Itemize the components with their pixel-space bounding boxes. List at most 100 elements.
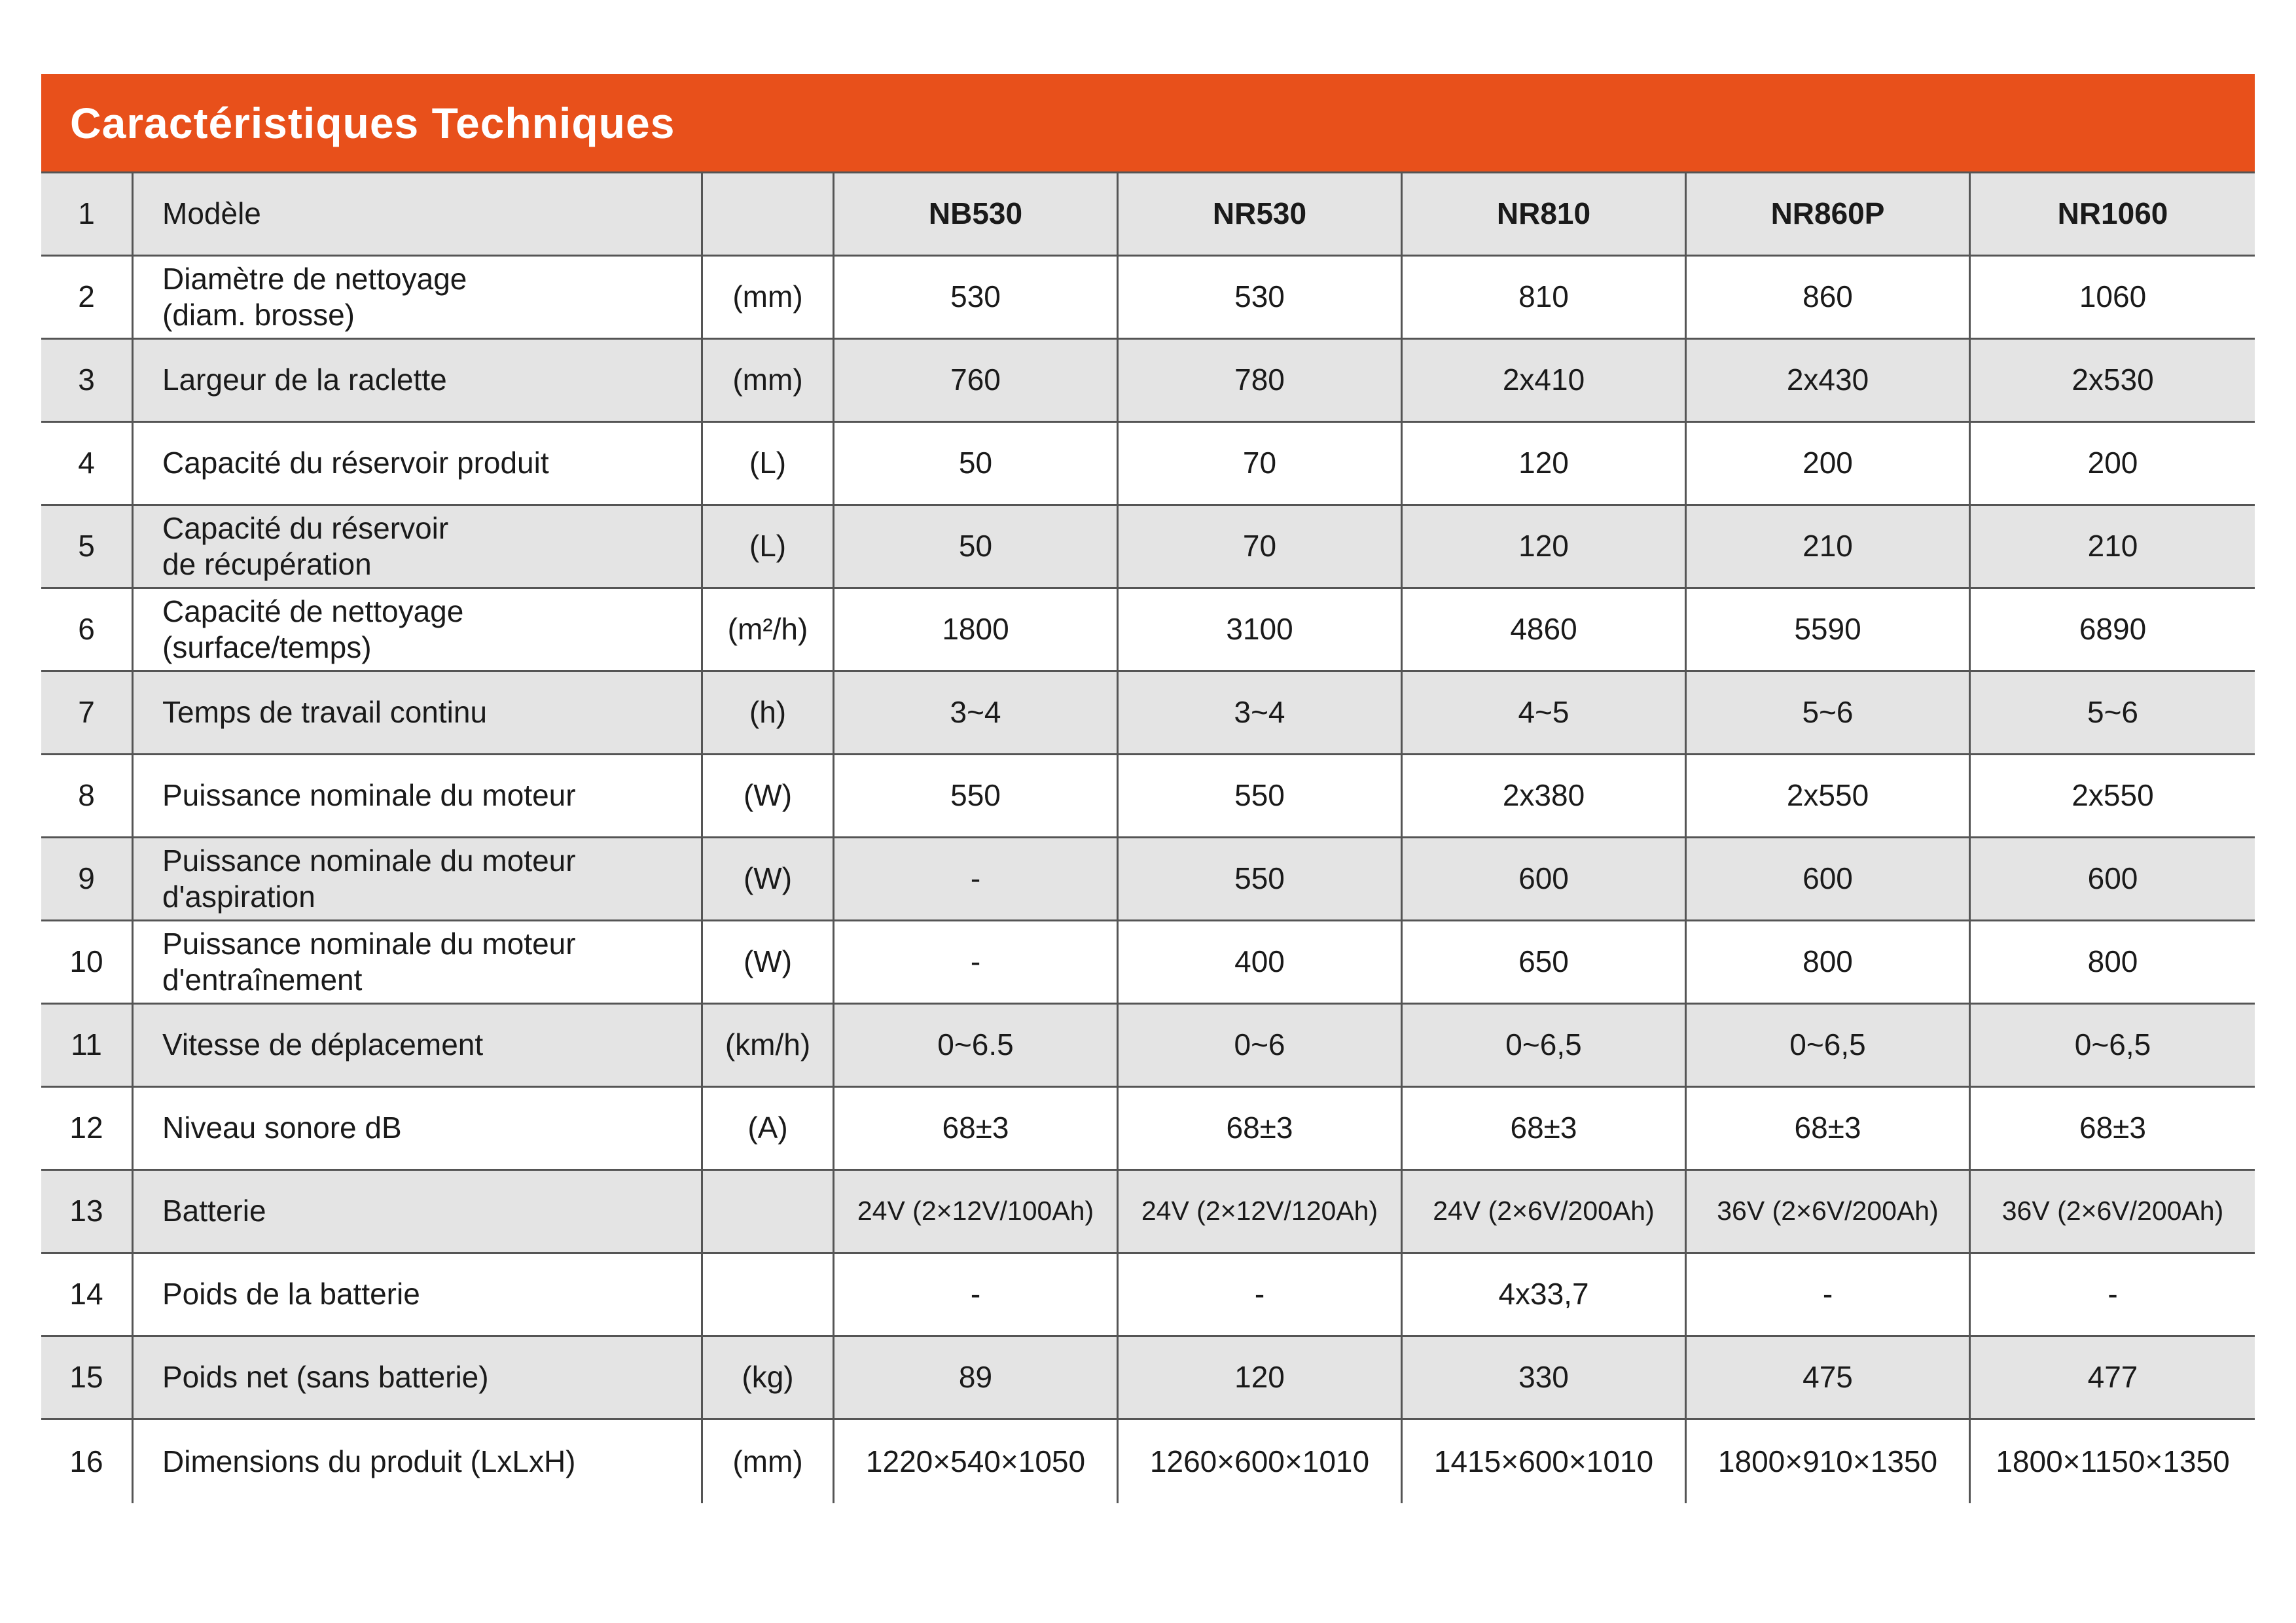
value-cell: 36V (2×6V/200Ah)	[1971, 1171, 2255, 1254]
table-row: 12 Niveau sonore dB (A) 68±3 68±3 68±3 68±3 68±…	[41, 1088, 2255, 1171]
value-cell: 50	[834, 423, 1119, 506]
value-cell: 810	[1403, 257, 1687, 340]
value-cell: 3~4	[1119, 672, 1403, 755]
value-cell: -	[1971, 1254, 2255, 1337]
value-cell: -	[834, 838, 1119, 921]
value-cell: 650	[1403, 921, 1687, 1005]
value-cell: 210	[1971, 506, 2255, 589]
value-cell: 2x430	[1687, 340, 1971, 423]
spec-label-cell: Puissance nominale du moteur d'aspiratio…	[134, 838, 703, 921]
unit-cell: (km/h)	[703, 1005, 834, 1088]
table-row: 3 Largeur de la raclette (mm) 760 780 2x410 2x…	[41, 340, 2255, 423]
value-cell: -	[1119, 1254, 1403, 1337]
row-number-cell: 9	[41, 838, 134, 921]
row-number-cell: 1	[41, 173, 134, 257]
row-number-cell: 12	[41, 1088, 134, 1171]
unit-cell: (mm)	[703, 1420, 834, 1503]
spec-label-cell: Modèle	[134, 173, 703, 257]
value-cell: 3~4	[834, 672, 1119, 755]
value-cell: 780	[1119, 340, 1403, 423]
value-cell: 550	[1119, 838, 1403, 921]
table-row: 13 Batterie 24V (2×12V/100Ah) 24V (2×12V/12…	[41, 1171, 2255, 1254]
row-number-cell: 13	[41, 1171, 134, 1254]
unit-cell: (W)	[703, 838, 834, 921]
value-cell: 550	[834, 755, 1119, 838]
spec-label-cell: Poids de la batterie	[134, 1254, 703, 1337]
value-cell: 1800×910×1350	[1687, 1420, 1971, 1503]
unit-cell: (A)	[703, 1088, 834, 1171]
value-cell: 600	[1403, 838, 1687, 921]
row-number-cell: 6	[41, 589, 134, 672]
table-row: 2 Diamètre de nettoyage (diam. brosse) (mm…	[41, 257, 2255, 340]
spec-label-cell: Vitesse de déplacement	[134, 1005, 703, 1088]
unit-cell: (L)	[703, 423, 834, 506]
value-cell: 2x550	[1687, 755, 1971, 838]
table-row: 15 Poids net (sans batterie) (kg) 89 120 330 4…	[41, 1337, 2255, 1420]
value-cell: 800	[1687, 921, 1971, 1005]
row-number-cell: 16	[41, 1420, 134, 1503]
value-cell: 36V (2×6V/200Ah)	[1687, 1171, 1971, 1254]
spec-sheet: Caractéristiques Techniques 1 Modèle NB530…	[41, 74, 2255, 1503]
value-cell: 120	[1403, 506, 1687, 589]
value-cell: 0~6,5	[1971, 1005, 2255, 1088]
unit-cell	[703, 1254, 834, 1337]
value-cell: 89	[834, 1337, 1119, 1420]
unit-cell: (W)	[703, 755, 834, 838]
spec-label-cell: Poids net (sans batterie)	[134, 1337, 703, 1420]
spec-label-cell: Temps de travail continu	[134, 672, 703, 755]
value-cell: 68±3	[1403, 1088, 1687, 1171]
value-cell: 0~6,5	[1687, 1005, 1971, 1088]
value-cell: 68±3	[1119, 1088, 1403, 1171]
page-title: Caractéristiques Techniques	[70, 98, 675, 147]
table-row: 9 Puissance nominale du moteur d'aspirati…	[41, 838, 2255, 921]
row-number-cell: 7	[41, 672, 134, 755]
value-cell: 1060	[1971, 257, 2255, 340]
value-cell: 200	[1687, 423, 1971, 506]
value-cell: 0~6,5	[1403, 1005, 1687, 1088]
value-cell: 120	[1119, 1337, 1403, 1420]
value-cell: 4~5	[1403, 672, 1687, 755]
value-cell: 5590	[1687, 589, 1971, 672]
row-number-cell: 5	[41, 506, 134, 589]
value-cell: 1260×600×1010	[1119, 1420, 1403, 1503]
value-cell: 2x410	[1403, 340, 1687, 423]
value-cell: 550	[1119, 755, 1403, 838]
value-cell: 330	[1403, 1337, 1687, 1420]
value-cell: 2x380	[1403, 755, 1687, 838]
unit-cell: (m²/h)	[703, 589, 834, 672]
value-cell: 70	[1119, 423, 1403, 506]
value-cell: NR860P	[1687, 173, 1971, 257]
spec-label-cell: Dimensions du produit (LxLxH)	[134, 1420, 703, 1503]
value-cell: 1800	[834, 589, 1119, 672]
value-cell: 5~6	[1687, 672, 1971, 755]
value-cell: NR530	[1119, 173, 1403, 257]
spec-label-cell: Diamètre de nettoyage (diam. brosse)	[134, 257, 703, 340]
value-cell: 5~6	[1971, 672, 2255, 755]
row-number-cell: 11	[41, 1005, 134, 1088]
unit-cell	[703, 173, 834, 257]
value-cell: 3100	[1119, 589, 1403, 672]
spec-label-cell: Capacité du réservoir produit	[134, 423, 703, 506]
title-bar: Caractéristiques Techniques	[41, 74, 2255, 173]
value-cell: 24V (2×12V/120Ah)	[1119, 1171, 1403, 1254]
value-cell: -	[834, 921, 1119, 1005]
value-cell: 4860	[1403, 589, 1687, 672]
value-cell: 24V (2×6V/200Ah)	[1403, 1171, 1687, 1254]
value-cell: 6890	[1971, 589, 2255, 672]
value-cell: NR810	[1403, 173, 1687, 257]
spec-label-cell: Capacité du réservoir de récupération	[134, 506, 703, 589]
spec-label-cell: Puissance nominale du moteur	[134, 755, 703, 838]
value-cell: 70	[1119, 506, 1403, 589]
value-cell: 24V (2×12V/100Ah)	[834, 1171, 1119, 1254]
table-row: 5 Capacité du réservoir de récupération (L…	[41, 506, 2255, 589]
table-row: 1 Modèle NB530 NR530 NR810 NR860P NR1060	[41, 173, 2255, 257]
row-number-cell: 4	[41, 423, 134, 506]
table-row: 14 Poids de la batterie - -4x33,7- -	[41, 1254, 2255, 1337]
value-cell: 800	[1971, 921, 2255, 1005]
value-cell: 1415×600×1010	[1403, 1420, 1687, 1503]
value-cell: 477	[1971, 1337, 2255, 1420]
table-row: 4 Capacité du réservoir produit (L) 50 70 120…	[41, 423, 2255, 506]
value-cell: NB530	[834, 173, 1119, 257]
value-cell: 68±3	[834, 1088, 1119, 1171]
value-cell: 2x530	[1971, 340, 2255, 423]
